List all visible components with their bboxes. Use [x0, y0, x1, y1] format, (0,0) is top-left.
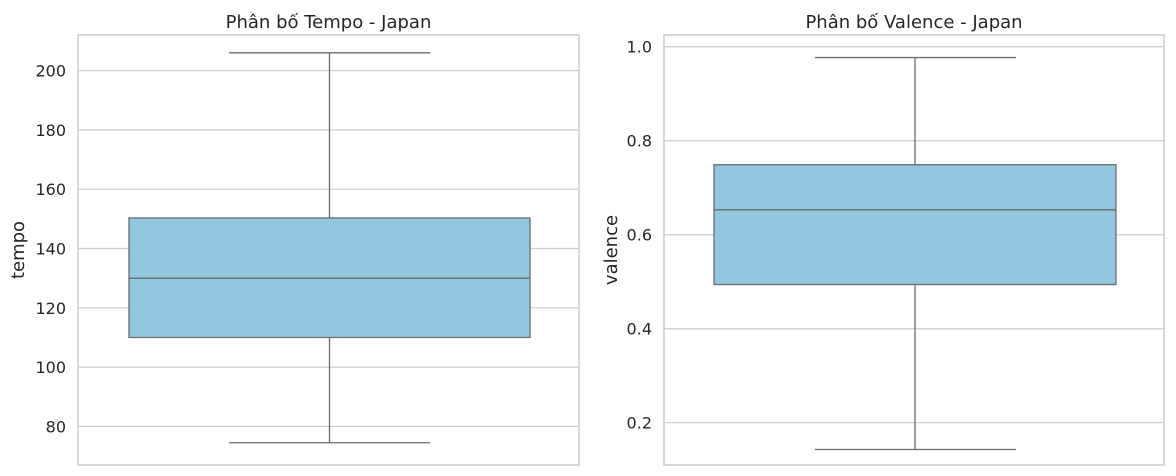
y-tick-label: 100 — [35, 358, 66, 377]
y-tick-label: 0.6 — [627, 226, 652, 245]
chart-title: Phân bố Valence - Japan — [805, 12, 1022, 33]
y-tick-label: 180 — [35, 121, 66, 140]
y-tick-label: 0.8 — [627, 132, 652, 151]
y-tick-label: 200 — [35, 62, 66, 81]
box-iqr — [713, 164, 1117, 286]
y-tick-label: 80 — [46, 417, 66, 436]
chart-title: Phân bố Tempo - Japan — [226, 12, 432, 33]
y-axis-label: valence — [601, 215, 622, 285]
y-tick-label: 0.4 — [627, 320, 652, 339]
y-tick-label: 120 — [35, 299, 66, 318]
y-axis-label: tempo — [8, 221, 29, 279]
chart-panel-tempo: 80 100 120 140 160 180 200 Phân bố Tempo - Japa… — [8, 12, 580, 466]
y-tick-label: 1.0 — [627, 38, 652, 57]
chart-panel-valence: 0.2 0.4 0.6 0.8 1.0 Phân bố Valence - Japan va… — [601, 12, 1165, 466]
y-tick-label: 0.2 — [627, 414, 652, 433]
plot-frame — [77, 34, 580, 466]
plot-frame — [663, 34, 1165, 466]
y-tick-label: 160 — [35, 180, 66, 199]
y-tick-label: 140 — [35, 240, 66, 259]
